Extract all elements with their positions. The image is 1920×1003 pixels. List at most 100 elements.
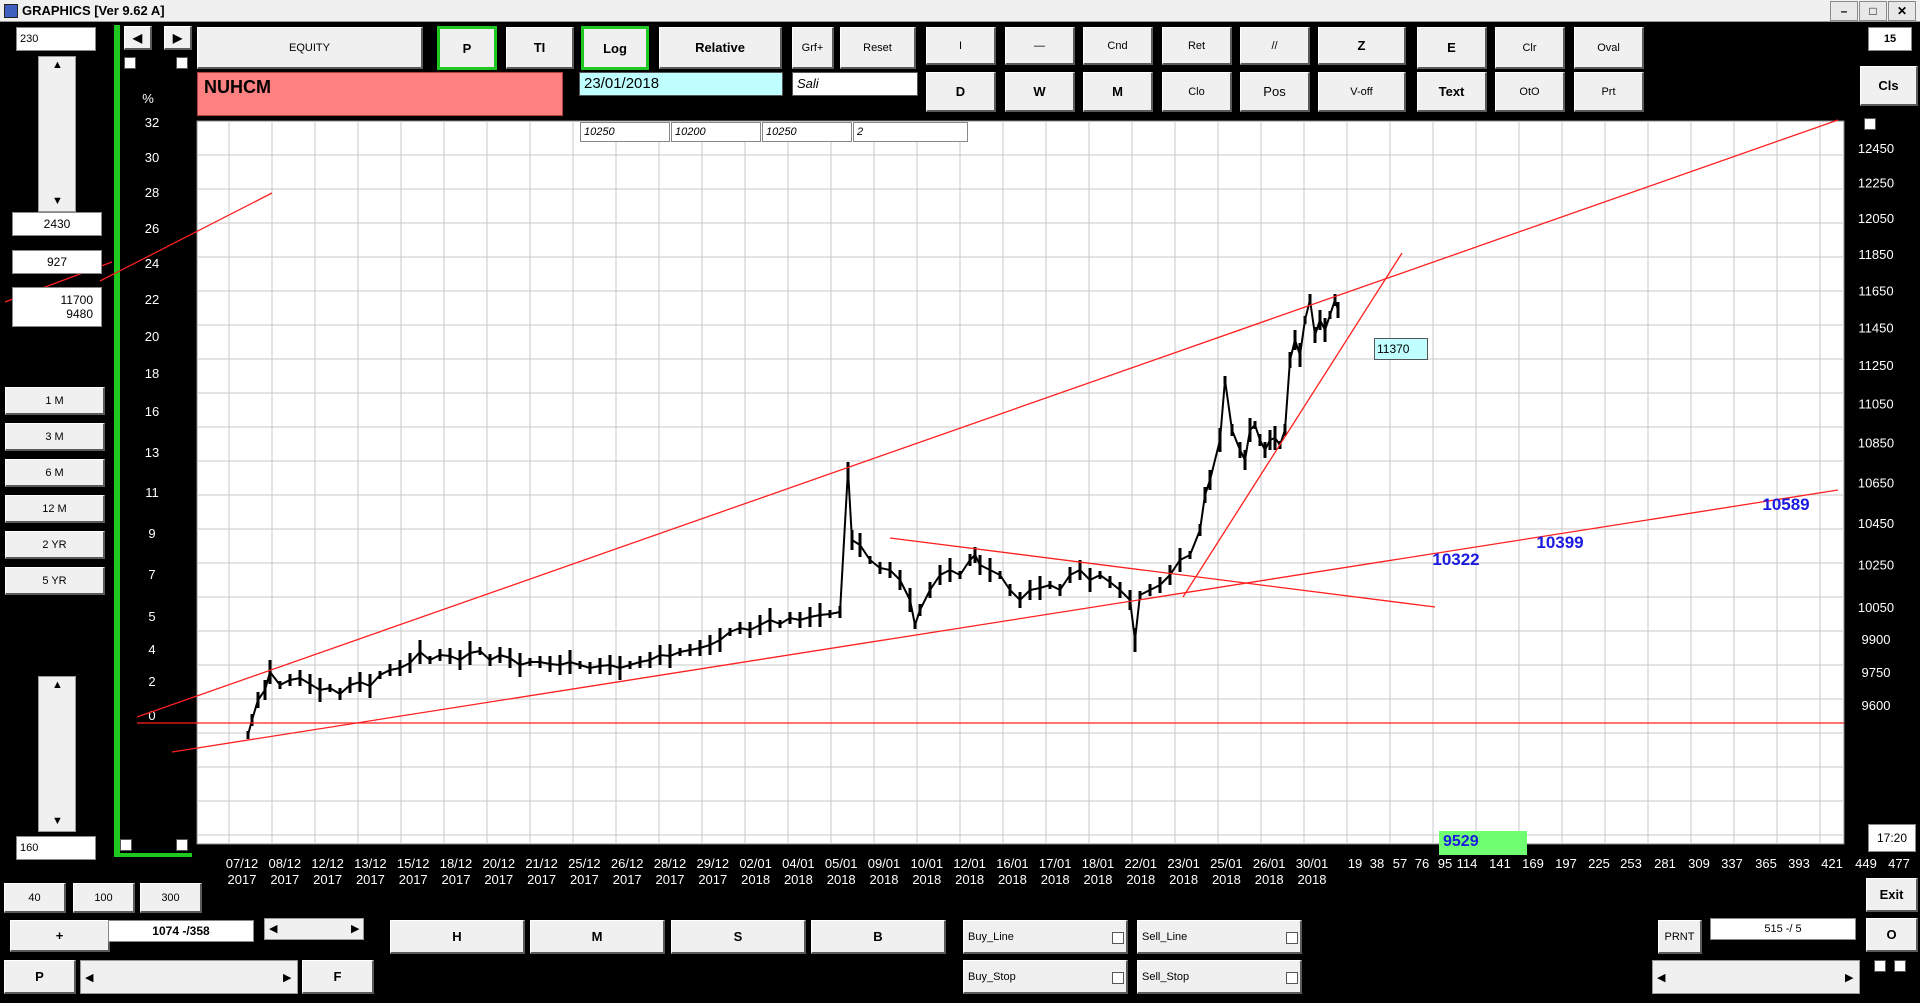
s-button[interactable]: S	[671, 920, 806, 954]
range-high: 11700	[60, 293, 93, 307]
parallel-lines-button[interactable]: //	[1240, 27, 1310, 65]
o-button[interactable]: O	[1866, 918, 1918, 952]
sell-line-button[interactable]: Sell_Line	[1137, 920, 1302, 954]
date-tick-year: 2017	[270, 872, 299, 887]
date-field[interactable]: 23/01/2018	[579, 72, 783, 96]
m-button[interactable]: M	[530, 920, 665, 954]
scroll-left-icon[interactable]: ◀	[85, 972, 94, 984]
buy-stop-checkbox[interactable]	[1112, 972, 1124, 984]
graph-plus-button[interactable]: Grf+	[792, 27, 834, 69]
scroll-right-icon[interactable]: ▶	[1845, 972, 1854, 984]
percent-tick-label: 11	[145, 485, 159, 500]
z-button[interactable]: Z	[1318, 27, 1406, 65]
upper-vertical-scrollbar[interactable]: ▲ ▼	[38, 56, 76, 212]
scroll-up-icon[interactable]: ▲	[52, 59, 63, 71]
h-button[interactable]: H	[390, 920, 525, 954]
zoom-100-button[interactable]: 100	[73, 883, 135, 913]
daily-button[interactable]: D	[926, 72, 996, 112]
e-button[interactable]: E	[1417, 27, 1487, 69]
scroll-right-icon[interactable]: ▶	[283, 972, 292, 984]
price-bars	[246, 294, 1340, 739]
scroll-right-icon[interactable]: ▶	[351, 923, 360, 935]
minimize-button[interactable]: –	[1830, 1, 1858, 21]
p-bottom-button[interactable]: P	[4, 960, 76, 994]
scroll-up-icon[interactable]: ▲	[52, 679, 63, 691]
monthly-button[interactable]: M	[1083, 72, 1153, 112]
close-price-button[interactable]: Clo	[1162, 72, 1232, 112]
text-button[interactable]: Text	[1417, 72, 1487, 112]
trendline-value-label: 10589	[1762, 495, 1809, 514]
p-button[interactable]: P	[437, 26, 497, 70]
period-12m-button[interactable]: 12 M	[5, 495, 105, 523]
left-value-box-2: 927	[12, 250, 102, 274]
exit-button[interactable]: Exit	[1866, 878, 1918, 912]
cls-button[interactable]: Cls	[1860, 66, 1918, 106]
zoom-40-button[interactable]: 40	[4, 883, 66, 913]
b-button[interactable]: B	[811, 920, 946, 954]
ti-button[interactable]: TI	[506, 27, 574, 69]
zoom-300-button[interactable]: 300	[140, 883, 202, 913]
buy-line-button[interactable]: Buy_Line	[963, 920, 1128, 954]
scroll-left-icon[interactable]: ◀	[1657, 972, 1666, 984]
horizontal-scrollbar[interactable]: ◀ ▶	[80, 960, 298, 994]
clear-button[interactable]: Clr	[1495, 27, 1565, 69]
date-tick-year: 2017	[484, 872, 513, 887]
buy-line-label: Buy_Line	[968, 930, 1014, 943]
next-arrow-button[interactable]: ▶	[164, 26, 192, 50]
scroll-step-field[interactable]: 15	[1868, 27, 1912, 51]
period-1m-button[interactable]: 1 M	[5, 387, 105, 415]
bottom-right-scrollbar[interactable]: ◀ ▶	[1652, 960, 1860, 994]
position-button[interactable]: Pos	[1240, 72, 1310, 112]
log-button[interactable]: Log	[581, 26, 649, 70]
checkbox-bottom-left[interactable]	[120, 839, 132, 851]
period-6m-button[interactable]: 6 M	[5, 459, 105, 487]
f-button[interactable]: F	[302, 960, 374, 994]
reset-button[interactable]: Reset	[840, 27, 916, 69]
retracement-button[interactable]: Ret	[1162, 27, 1232, 65]
bottom-value-field[interactable]: 160	[16, 836, 96, 860]
period-5yr-button[interactable]: 5 YR	[5, 567, 105, 595]
oval-button[interactable]: Oval	[1574, 27, 1644, 69]
checkbox-bottom-a[interactable]	[1874, 960, 1886, 972]
position-scrollbar[interactable]: ◀ ▶	[264, 918, 364, 940]
scroll-down-icon[interactable]: ▼	[52, 815, 63, 827]
percent-tick-label: 18	[145, 366, 159, 381]
scroll-down-icon[interactable]: ▼	[52, 195, 63, 207]
sell-line-checkbox[interactable]	[1286, 932, 1298, 944]
scroll-left-icon[interactable]: ◀	[269, 923, 278, 935]
name-field[interactable]: Sali	[792, 72, 918, 96]
buy-stop-button[interactable]: Buy_Stop	[963, 960, 1128, 994]
checkbox-top-left[interactable]	[124, 57, 136, 69]
weekly-button[interactable]: W	[1005, 72, 1075, 112]
index-tick-label: 38	[1370, 856, 1384, 871]
period-2yr-button[interactable]: 2 YR	[5, 531, 105, 559]
relative-button[interactable]: Relative	[659, 27, 782, 69]
checkbox-bottom-b[interactable]	[1894, 960, 1906, 972]
lower-vertical-scrollbar[interactable]: ▲ ▼	[38, 676, 76, 832]
sell-stop-checkbox[interactable]	[1286, 972, 1298, 984]
candle-button[interactable]: Cnd	[1083, 27, 1153, 65]
print-button[interactable]: PRNT	[1658, 920, 1702, 954]
symbol-field[interactable]: NUHCM	[197, 72, 563, 116]
i-button[interactable]: I	[926, 27, 996, 65]
period-3m-button[interactable]: 3 M	[5, 423, 105, 451]
hline-button[interactable]: —	[1005, 27, 1075, 65]
sell-stop-button[interactable]: Sell_Stop	[1137, 960, 1302, 994]
top-value-field[interactable]: 230	[16, 27, 96, 51]
index-tick-label: 225	[1588, 856, 1610, 871]
checkbox-top-right[interactable]	[176, 57, 188, 69]
close-button[interactable]: ✕	[1888, 1, 1916, 21]
buy-line-checkbox[interactable]	[1112, 932, 1124, 944]
maximize-button[interactable]: □	[1859, 1, 1887, 21]
plus-button[interactable]: +	[10, 920, 110, 952]
print-chart-button[interactable]: Prt	[1574, 72, 1644, 112]
prev-arrow-button[interactable]: ◀	[124, 26, 152, 50]
volume-off-button[interactable]: V-off	[1318, 72, 1406, 112]
checkbox-bottom-right[interactable]	[176, 839, 188, 851]
equity-button[interactable]: EQUITY	[197, 27, 423, 69]
price-tick-label: 11450	[1858, 320, 1893, 335]
checkbox-chart-corner[interactable]	[1864, 118, 1876, 130]
index-tick-label: 421	[1821, 856, 1843, 871]
oto-button[interactable]: OtO	[1495, 72, 1565, 112]
title-bar: GRAPHICS [Ver 9.62 A] – □ ✕	[0, 0, 1920, 22]
